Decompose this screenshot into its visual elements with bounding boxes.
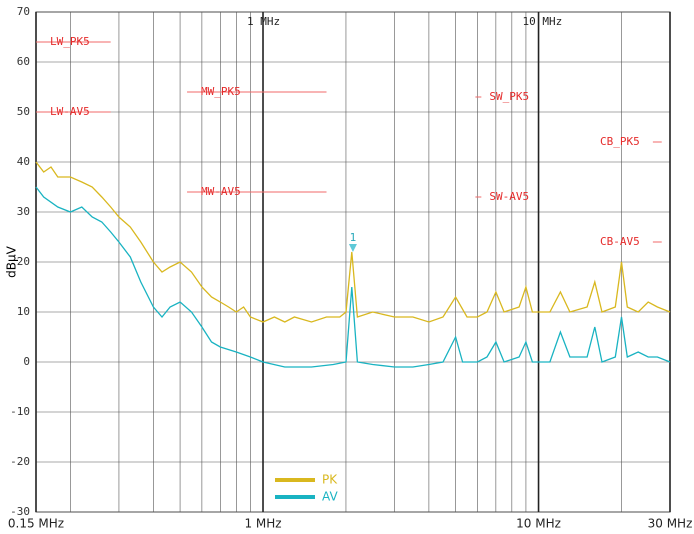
marker [348,244,357,252]
y-tick-label: 10 [17,305,30,318]
limit-label: CB_PK5 [600,135,640,148]
y-tick-label: -20 [10,455,30,468]
y-tick-label: 60 [17,55,30,68]
x-top-label: 1 MHz [247,15,280,28]
legend-label: PK [322,473,338,487]
y-tick-label: 70 [17,5,30,18]
y-axis-label: dBµV [5,245,19,277]
x-tick-label: 0.15 MHz [8,517,64,531]
limit-label: MW-AV5 [201,185,241,198]
x-tick-label: 10 MHz [516,517,561,531]
y-tick-label: 30 [17,205,30,218]
trace [35,186,671,368]
limit-label: MW_PK5 [201,85,241,98]
limit-label: SW-AV5 [489,190,529,203]
y-tick-label: -30 [10,505,30,518]
y-tick-label: 20 [17,255,30,268]
y-tick-label: 40 [17,155,30,168]
limit-label: SW_PK5 [489,90,529,103]
limit-label: LW-AV5 [50,105,90,118]
x-tick-label: 30 MHz [648,517,693,531]
legend-label: AV [322,490,338,504]
limit-label: LW_PK5 [50,35,90,48]
trace [35,161,671,323]
y-tick-label: -10 [10,405,30,418]
limit-label: CB-AV5 [600,235,640,248]
marker-label: 1 [350,231,357,244]
y-tick-label: 0 [23,355,30,368]
y-tick-label: 50 [17,105,30,118]
x-tick-label: 1 MHz [244,517,281,531]
x-top-label: 10 MHz [523,15,563,28]
